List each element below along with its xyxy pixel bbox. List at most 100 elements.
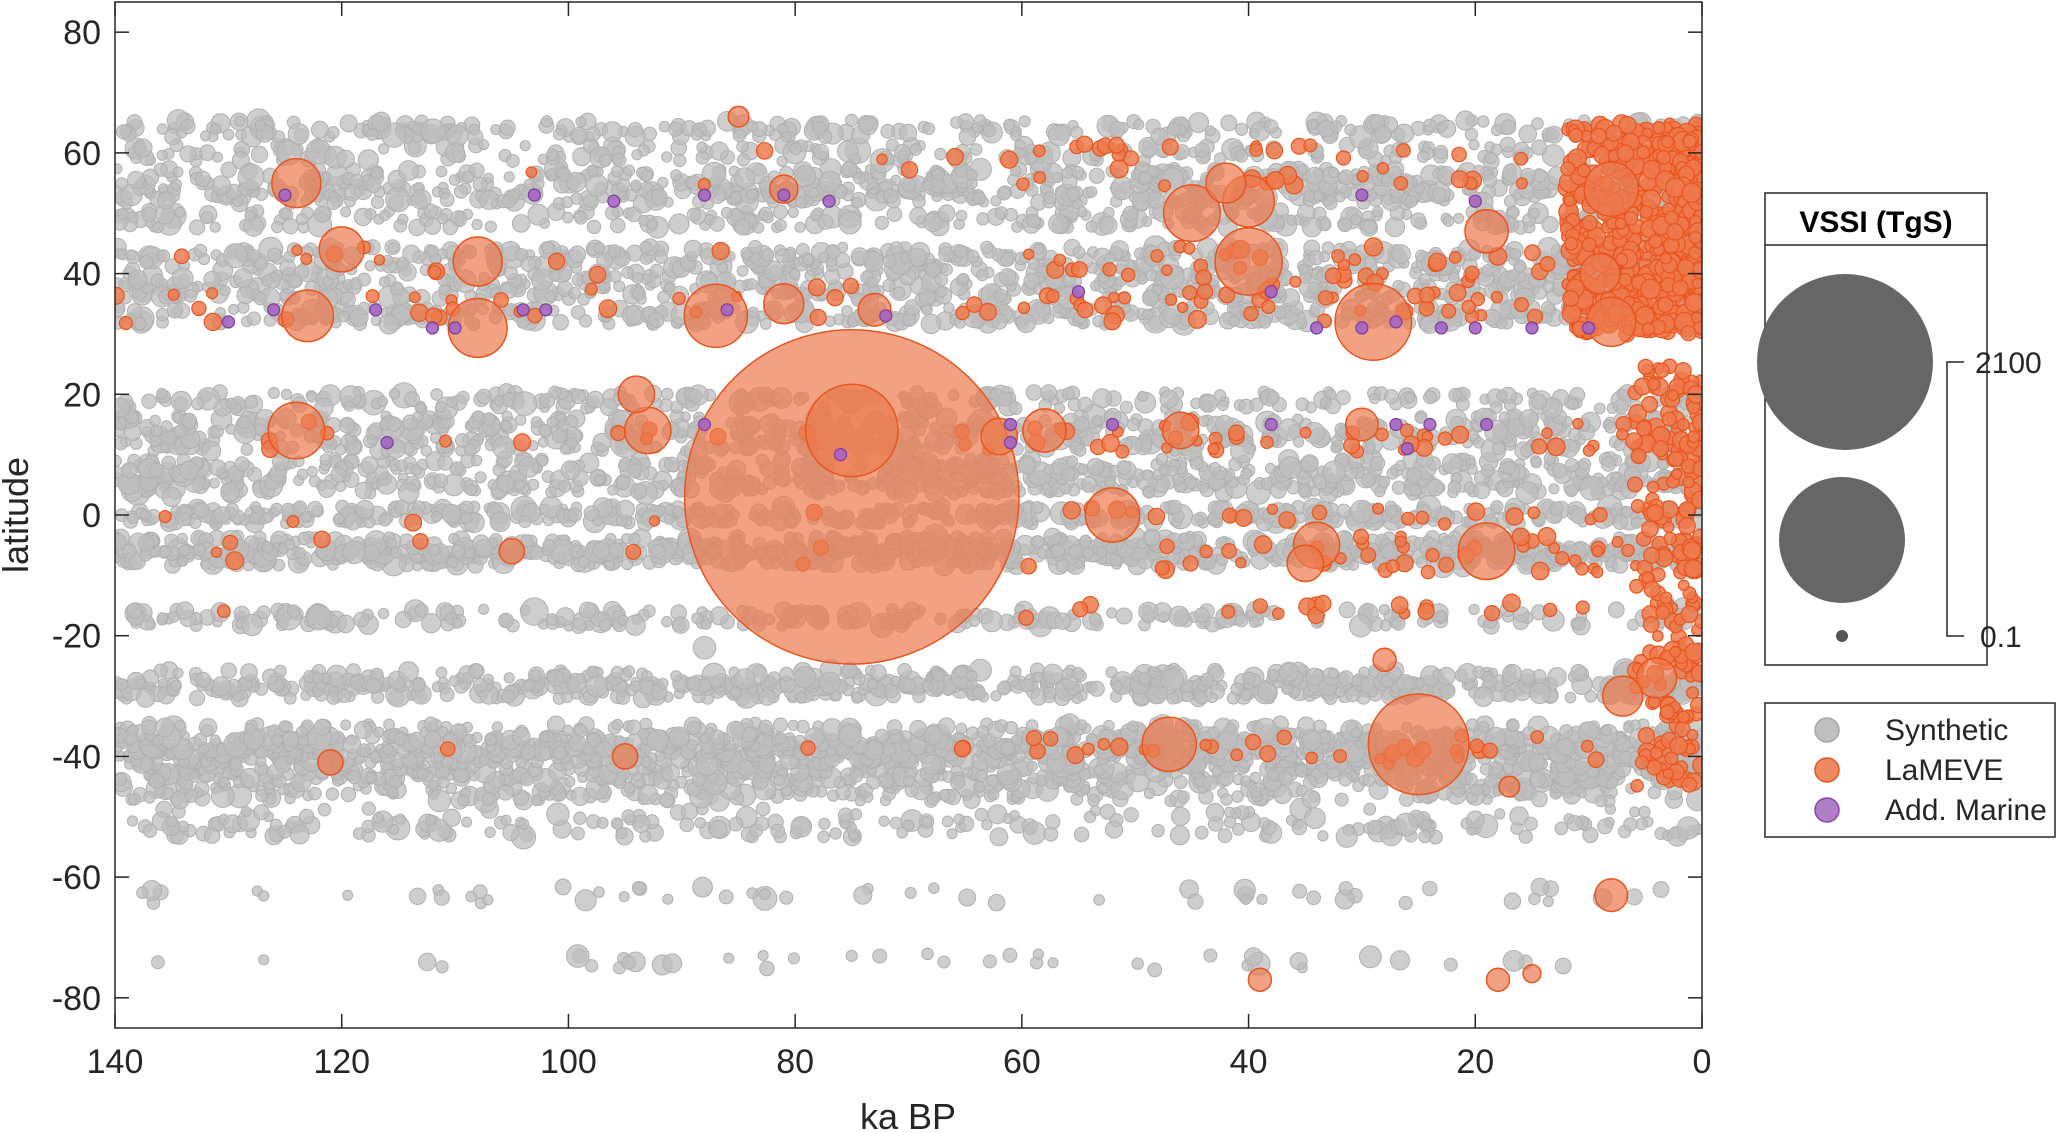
synthetic-point (1443, 957, 1458, 972)
synthetic-point (211, 676, 232, 697)
synthetic-point (827, 789, 840, 802)
synthetic-point (989, 827, 1009, 847)
synthetic-point (1509, 806, 1529, 826)
synthetic-point (1627, 618, 1639, 631)
synthetic-point (758, 688, 776, 706)
synthetic-point (1240, 688, 1253, 702)
synthetic-point (1127, 720, 1139, 733)
synthetic-point (427, 789, 451, 813)
synthetic-point (165, 815, 178, 828)
synthetic-point (126, 603, 143, 619)
synthetic-point (686, 739, 698, 751)
synthetic-point (902, 775, 915, 788)
synthetic-point (755, 801, 771, 817)
synthetic-point (461, 816, 473, 828)
synthetic-point (1278, 661, 1300, 683)
synthetic-point (484, 733, 497, 746)
synthetic-point (1338, 670, 1354, 686)
synthetic-point (708, 819, 728, 839)
synthetic-point (607, 484, 619, 496)
synthetic-point (174, 719, 186, 731)
synthetic-point (317, 802, 332, 817)
synthetic-point (1194, 825, 1209, 840)
synthetic-point (1042, 663, 1064, 685)
synthetic-point (938, 789, 951, 802)
synthetic-point (441, 503, 462, 524)
synthetic-point (517, 818, 530, 830)
synthetic-point (1595, 774, 1609, 788)
synthetic-point (398, 482, 420, 504)
synthetic-point (592, 541, 611, 560)
synthetic-point (623, 665, 636, 678)
synthetic-point (249, 512, 262, 524)
synthetic-point (1109, 554, 1122, 567)
synthetic-point (1437, 666, 1456, 686)
synthetic-point (973, 781, 986, 793)
synthetic-point (1549, 501, 1565, 516)
synthetic-point (1289, 952, 1308, 971)
synthetic-point (1466, 810, 1485, 830)
synthetic-point (882, 743, 897, 757)
synthetic-point (709, 606, 729, 626)
synthetic-point (670, 670, 682, 682)
synthetic-point (435, 666, 448, 679)
synthetic-point (584, 959, 599, 973)
synthetic-point (213, 506, 231, 524)
synthetic-point (240, 663, 258, 681)
synthetic-point (373, 726, 385, 738)
synthetic-point (1240, 775, 1252, 787)
synthetic-point (135, 688, 156, 708)
synthetic-point (1267, 768, 1280, 782)
synthetic-point (849, 768, 864, 783)
synthetic-point (361, 801, 376, 816)
synthetic-point (342, 889, 354, 901)
synthetic-point (115, 772, 128, 787)
synthetic-point (564, 776, 576, 788)
synthetic-point (718, 889, 734, 905)
synthetic-point (1570, 664, 1587, 681)
plot-area (115, 105, 1702, 992)
synthetic-point (1302, 775, 1318, 790)
synthetic-point (482, 894, 494, 906)
synthetic-point (1047, 957, 1059, 969)
synthetic-point (1638, 805, 1651, 819)
synthetic-point (1502, 663, 1523, 684)
synthetic-point (478, 603, 490, 615)
synthetic-point (628, 532, 641, 546)
synthetic-point (567, 507, 583, 522)
synthetic-point (1529, 682, 1551, 705)
synthetic-point (143, 791, 156, 804)
synthetic-point (175, 601, 195, 620)
synthetic-point (987, 894, 1006, 912)
synthetic-point (255, 789, 269, 802)
synthetic-point (982, 954, 997, 969)
synthetic-point (897, 663, 912, 678)
synthetic-point (126, 671, 146, 691)
synthetic-point (658, 792, 675, 808)
synthetic-point (1527, 753, 1546, 772)
synthetic-point (308, 475, 321, 488)
synthetic-point (1615, 736, 1631, 753)
synthetic-point (1363, 802, 1377, 816)
synthetic-point (709, 729, 725, 745)
synthetic-point (427, 818, 451, 842)
synthetic-point (1217, 828, 1233, 844)
synthetic-point (624, 614, 646, 636)
synthetic-point (598, 618, 612, 632)
synthetic-point (757, 950, 769, 961)
synthetic-point (1334, 792, 1349, 807)
synthetic-point (1030, 501, 1044, 514)
synthetic-point (435, 960, 449, 974)
synthetic-point (1542, 895, 1554, 908)
synthetic-point (475, 539, 494, 558)
synthetic-point (1572, 617, 1586, 631)
synthetic-point (1203, 557, 1216, 570)
synthetic-point (1472, 665, 1486, 679)
synthetic-point (1630, 517, 1643, 529)
synthetic-point (529, 669, 542, 682)
synthetic-point (189, 516, 202, 529)
synthetic-point (1083, 810, 1097, 824)
synthetic-point (189, 690, 206, 707)
synthetic-point (1202, 775, 1218, 791)
synthetic-point (433, 889, 450, 906)
